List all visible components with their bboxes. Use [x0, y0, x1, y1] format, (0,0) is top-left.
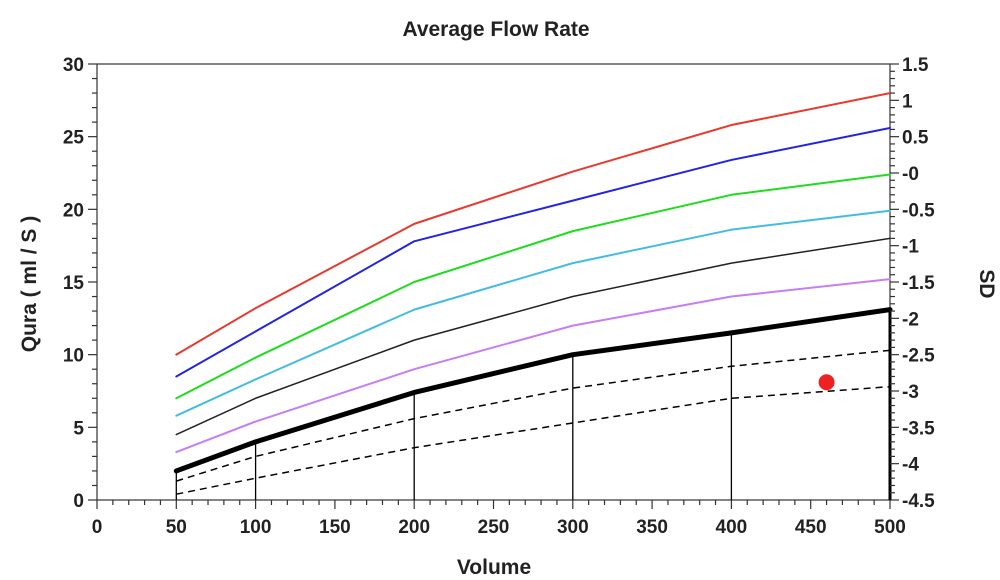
x-tick-label: 150: [319, 517, 351, 538]
series-line-8: [176, 349, 891, 482]
y-tick-label: 20: [63, 200, 84, 221]
y2-tick-label: -1.5: [902, 273, 935, 294]
y-tick-label: 5: [73, 418, 84, 439]
x-tick-label: 300: [557, 517, 589, 538]
x-tick-label: 200: [398, 517, 430, 538]
y-tick-label: 0: [73, 491, 84, 512]
x-tick-label: 400: [716, 517, 748, 538]
plot-area: [96, 63, 891, 501]
series-layer: [173, 92, 893, 495]
y2-tick-label: 0.5: [902, 128, 929, 149]
x-tick-label: 350: [636, 517, 668, 538]
series-line-2: [175, 126, 891, 378]
y2-tick-label: -3: [902, 382, 919, 403]
y-axis-label: Qura ( ml / S ): [18, 216, 41, 353]
y-tick-label: 25: [63, 128, 85, 149]
y2-tick-label: -3.5: [902, 418, 935, 439]
y2-tick-label: -0.5: [902, 200, 935, 221]
x-tick-label: 50: [166, 517, 187, 538]
series-line-5: [175, 237, 891, 436]
x-tick-label: 500: [874, 517, 906, 538]
series-line-9: [176, 385, 891, 495]
series-line-7: [173, 307, 893, 474]
marker-layer: [818, 374, 835, 391]
series-line-6: [175, 278, 891, 454]
series-line-1: [175, 92, 891, 356]
y2-tick-label: -4.5: [902, 491, 935, 512]
y-tick-label: 10: [63, 346, 84, 367]
y2-tick-label: -1: [902, 237, 919, 258]
plot-border: [96, 63, 891, 501]
y2-tick-label: -0: [902, 164, 919, 185]
y-tick-label: 15: [63, 273, 85, 294]
right-y-axis: -4.5 -4 -3.5 -3 -2.5 -2 -1.5 -1 -0.5 -0 0.5 1 1.5: [890, 55, 935, 512]
x-tick-label: 100: [240, 517, 272, 538]
y-tick-label: 30: [63, 55, 84, 76]
y2-tick-label: -4: [902, 455, 919, 476]
series-line-4: [175, 209, 891, 417]
left-y-axis: 0 5 10 15 20 25 30: [63, 55, 97, 512]
y2-tick-label: 1.5: [902, 55, 929, 76]
series-line-3: [175, 173, 891, 400]
vertical-lines-layer: [175, 309, 892, 500]
y2-tick-label: 1: [902, 91, 913, 112]
x-tick-label: 0: [92, 517, 103, 538]
x-axis-label: Volume: [457, 556, 531, 579]
chart-title: Average Flow Rate: [402, 18, 589, 41]
y2-tick-label: -2: [902, 309, 919, 330]
x-tick-label: 250: [478, 517, 510, 538]
x-axis: 0 50 100 150 200 250 300 350 400 450 500: [92, 500, 906, 538]
y2-tick-label: -2.5: [902, 346, 935, 367]
right-axis-label: SD: [975, 269, 998, 298]
patient-marker-1: [818, 374, 835, 391]
x-tick-label: 450: [795, 517, 827, 538]
